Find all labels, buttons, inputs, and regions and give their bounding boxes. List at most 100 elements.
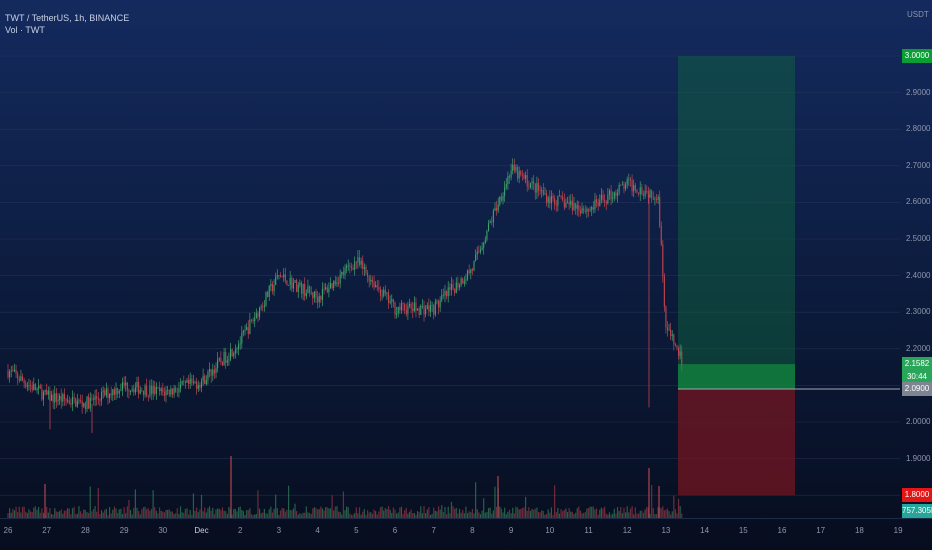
- volume-bar: [597, 514, 599, 518]
- candle-body: [489, 221, 491, 224]
- current-price-label: 2.1582: [902, 357, 932, 372]
- volume-bar: [94, 506, 96, 518]
- candle-body: [563, 200, 565, 208]
- time-tick: 16: [777, 526, 787, 535]
- volume-bar: [518, 509, 520, 518]
- candle-body: [42, 391, 45, 400]
- volume-bar: [260, 513, 262, 518]
- volume-bar: [446, 514, 448, 518]
- volume-bar: [7, 513, 9, 518]
- candle-body: [400, 303, 402, 311]
- volume-bar: [405, 507, 407, 518]
- price-axis[interactable]: [900, 0, 932, 520]
- volume-bar: [646, 507, 648, 518]
- candle-body: [525, 175, 527, 179]
- volume-bar: [255, 513, 257, 518]
- volume-bar: [652, 507, 654, 518]
- candle-body: [267, 291, 269, 298]
- candle-body: [562, 196, 564, 201]
- volume-bar: [139, 514, 141, 518]
- volume-bar: [105, 508, 107, 518]
- candle-body: [226, 360, 228, 363]
- symbol-title[interactable]: TWT / TetherUS, 1h, BINANCE: [5, 13, 130, 23]
- candle-body: [407, 306, 409, 314]
- volume-bar: [271, 512, 274, 518]
- volume-bar: [586, 508, 588, 518]
- volume-bar: [470, 512, 472, 518]
- volume-bar: [152, 490, 154, 518]
- candle-body: [452, 284, 454, 289]
- volume-bar: [346, 506, 348, 518]
- volume-bar: [665, 509, 667, 518]
- candle-body: [339, 274, 341, 284]
- volume-bar: [337, 511, 340, 518]
- volume-bar: [612, 513, 614, 518]
- volume-bar: [484, 512, 486, 518]
- volume-bar: [34, 506, 37, 518]
- candle-body: [128, 390, 130, 392]
- volume-bar: [616, 506, 619, 518]
- volume-bar: [199, 509, 201, 518]
- volume-bar: [426, 509, 428, 518]
- candle-body: [652, 198, 654, 200]
- volume-bar: [573, 514, 575, 518]
- volume-bar: [149, 510, 151, 518]
- volume-bar: [399, 507, 401, 518]
- candle-body: [89, 397, 91, 409]
- candle-body: [659, 196, 661, 227]
- volume-bar: [497, 476, 499, 518]
- candle-body: [242, 330, 244, 333]
- candle-body: [99, 399, 101, 401]
- volume-bar: [591, 506, 593, 518]
- volume-bar: [618, 511, 620, 518]
- candle-body: [376, 285, 378, 288]
- volume-bar: [265, 513, 267, 518]
- volume-bar: [52, 514, 54, 518]
- candle-body: [450, 284, 452, 290]
- candle-body: [568, 202, 570, 205]
- candle-body: [170, 388, 172, 395]
- candle-body: [478, 251, 480, 253]
- candle-body: [157, 387, 159, 388]
- volume-bar: [225, 511, 227, 518]
- candle-body: [30, 385, 32, 386]
- volume-bar: [59, 511, 61, 518]
- volume-indicator-label[interactable]: Vol · TWT: [5, 25, 45, 35]
- candle-body: [555, 204, 557, 206]
- candle-body: [349, 265, 351, 267]
- candle-body: [475, 254, 477, 261]
- volume-bar: [512, 507, 514, 518]
- candle-body: [642, 194, 645, 197]
- time-tick: 26: [3, 526, 13, 535]
- volume-bar: [439, 509, 441, 518]
- candle-body: [507, 176, 509, 185]
- volume-bar: [366, 510, 369, 518]
- candle-body: [579, 210, 581, 214]
- volume-bar: [118, 509, 120, 518]
- candle-body: [81, 400, 83, 407]
- volume-bar: [659, 507, 661, 518]
- candle-body: [486, 231, 488, 240]
- volume-bar: [283, 508, 285, 518]
- volume-bar: [36, 509, 38, 518]
- volume-bar: [447, 506, 449, 518]
- volume-bar: [644, 509, 646, 518]
- candle-body: [55, 393, 57, 402]
- candle-body: [392, 299, 394, 303]
- volume-bar: [375, 511, 377, 518]
- volume-bar: [444, 506, 446, 518]
- candle-body: [512, 164, 514, 171]
- volume-bar: [457, 513, 459, 518]
- volume-bar: [592, 506, 594, 518]
- volume-bar: [539, 512, 541, 518]
- volume-bar: [167, 509, 169, 518]
- volume-bar: [231, 514, 233, 518]
- candle-body: [84, 403, 86, 410]
- volume-bar: [181, 512, 183, 518]
- candle-body: [405, 310, 407, 314]
- volume-bar: [610, 514, 612, 518]
- volume-bar: [429, 514, 432, 518]
- candle-body: [651, 190, 653, 199]
